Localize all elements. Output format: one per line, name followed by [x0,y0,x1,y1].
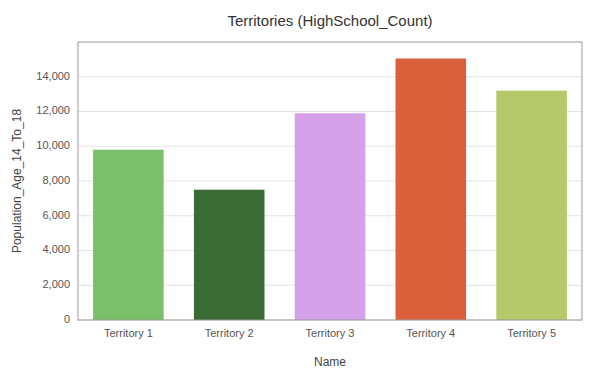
y-axis-label: Population_Age_14_To_18 [10,109,24,253]
x-tick-label: Territory 3 [306,327,355,339]
y-tick-label: 14,000 [36,70,70,82]
page: 0 2,000 4,000 6,000 8,000 10,000 12,000 14,000 T… [0,0,600,382]
x-tick-label: Territory 4 [406,327,455,339]
bar [295,113,366,320]
y-tick-label: 4,000 [42,243,70,255]
y-tick-label: 8,000 [42,174,70,186]
chart-svg: 0 2,000 4,000 6,000 8,000 10,000 12,000 14,000 T… [0,0,600,382]
plot-frame [78,42,582,320]
bar [496,91,567,320]
x-tick-label: Territory 5 [507,327,556,339]
y-tick-label: 0 [64,313,70,325]
x-tick-label: Territory 1 [104,327,153,339]
plot-background [78,42,582,320]
bar [194,190,265,320]
y-tick-label: 6,000 [42,209,70,221]
y-tick-label: 12,000 [36,104,70,116]
x-axis-label: Name [314,355,346,369]
y-tick-label: 2,000 [42,278,70,290]
y-axis: 0 2,000 4,000 6,000 8,000 10,000 12,000 14,000 [36,70,582,325]
bar [93,150,164,320]
chart-container: 0 2,000 4,000 6,000 8,000 10,000 12,000 14,000 T… [0,0,600,382]
x-tick-label: Territory 2 [205,327,254,339]
grid-line [78,76,582,77]
bars [93,59,567,320]
x-axis: Territory 1 Territory 2 Territory 3 Territo… [104,327,556,339]
y-tick-label: 10,000 [36,139,70,151]
bar [396,59,467,320]
chart-title: Territories (HighSchool_Count) [227,12,432,29]
